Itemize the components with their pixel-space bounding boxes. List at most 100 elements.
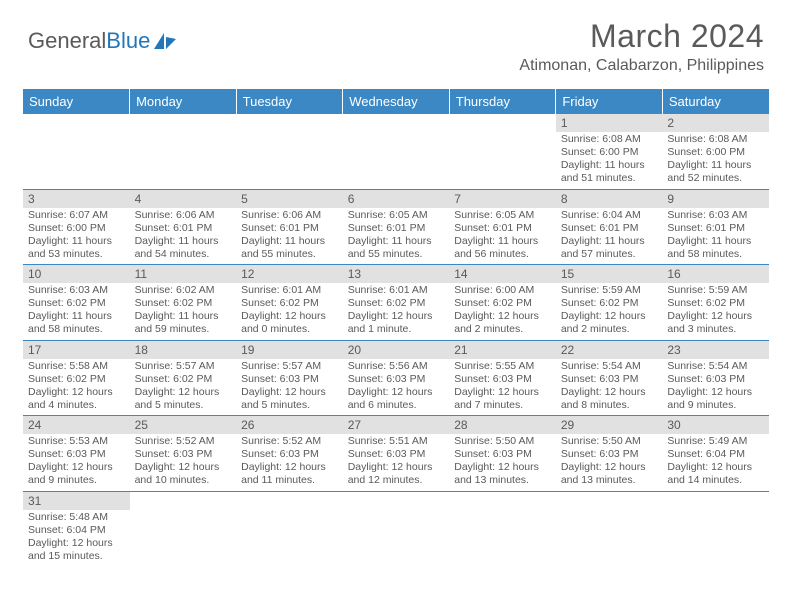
calendar-day-cell: 29Sunrise: 5:50 AMSunset: 6:03 PMDayligh…: [556, 416, 663, 492]
day-number: 13: [343, 265, 450, 283]
day-info: Sunrise: 5:58 AMSunset: 6:02 PMDaylight:…: [23, 359, 130, 416]
calendar-week-row: 17Sunrise: 5:58 AMSunset: 6:02 PMDayligh…: [23, 340, 769, 416]
day-info: Sunrise: 6:03 AMSunset: 6:02 PMDaylight:…: [23, 283, 130, 340]
day-info: Sunrise: 5:55 AMSunset: 6:03 PMDaylight:…: [449, 359, 556, 416]
day-info: Sunrise: 5:50 AMSunset: 6:03 PMDaylight:…: [449, 434, 556, 491]
calendar-day-cell: 28Sunrise: 5:50 AMSunset: 6:03 PMDayligh…: [449, 416, 556, 492]
day-number: 10: [23, 265, 130, 283]
calendar-week-row: 1Sunrise: 6:08 AMSunset: 6:00 PMDaylight…: [23, 114, 769, 189]
day-info: Sunrise: 6:07 AMSunset: 6:00 PMDaylight:…: [23, 208, 130, 265]
calendar-day-cell: 6Sunrise: 6:05 AMSunset: 6:01 PMDaylight…: [343, 189, 450, 265]
header: GeneralBlue March 2024 Atimonan, Calabar…: [0, 0, 792, 79]
day-info: Sunrise: 6:01 AMSunset: 6:02 PMDaylight:…: [236, 283, 343, 340]
calendar-day-cell: 21Sunrise: 5:55 AMSunset: 6:03 PMDayligh…: [449, 340, 556, 416]
calendar-day-cell: 30Sunrise: 5:49 AMSunset: 6:04 PMDayligh…: [662, 416, 769, 492]
calendar-empty-cell: [130, 491, 237, 566]
day-number: 28: [449, 416, 556, 434]
day-info: Sunrise: 6:08 AMSunset: 6:00 PMDaylight:…: [556, 132, 663, 189]
calendar-empty-cell: [343, 491, 450, 566]
day-number: 2: [662, 114, 769, 132]
calendar-week-row: 31Sunrise: 5:48 AMSunset: 6:04 PMDayligh…: [23, 491, 769, 566]
calendar-empty-cell: [449, 491, 556, 566]
calendar-empty-cell: [556, 491, 663, 566]
day-info: Sunrise: 5:52 AMSunset: 6:03 PMDaylight:…: [130, 434, 237, 491]
month-title: March 2024: [519, 18, 764, 55]
calendar-week-row: 10Sunrise: 6:03 AMSunset: 6:02 PMDayligh…: [23, 265, 769, 341]
calendar-day-cell: 9Sunrise: 6:03 AMSunset: 6:01 PMDaylight…: [662, 189, 769, 265]
calendar-day-cell: 8Sunrise: 6:04 AMSunset: 6:01 PMDaylight…: [556, 189, 663, 265]
day-number: 17: [23, 341, 130, 359]
day-number: 8: [556, 190, 663, 208]
calendar-day-cell: 11Sunrise: 6:02 AMSunset: 6:02 PMDayligh…: [130, 265, 237, 341]
calendar-table: SundayMondayTuesdayWednesdayThursdayFrid…: [23, 89, 769, 566]
day-number: 3: [23, 190, 130, 208]
day-number: 20: [343, 341, 450, 359]
day-info: Sunrise: 6:02 AMSunset: 6:02 PMDaylight:…: [130, 283, 237, 340]
weekday-header: Thursday: [449, 89, 556, 114]
calendar-day-cell: 24Sunrise: 5:53 AMSunset: 6:03 PMDayligh…: [23, 416, 130, 492]
day-info: Sunrise: 5:56 AMSunset: 6:03 PMDaylight:…: [343, 359, 450, 416]
day-number: 9: [662, 190, 769, 208]
day-number: 1: [556, 114, 663, 132]
day-number: 31: [23, 492, 130, 510]
day-info: Sunrise: 5:54 AMSunset: 6:03 PMDaylight:…: [662, 359, 769, 416]
day-number: 11: [130, 265, 237, 283]
day-number: 30: [662, 416, 769, 434]
calendar-day-cell: 20Sunrise: 5:56 AMSunset: 6:03 PMDayligh…: [343, 340, 450, 416]
location: Atimonan, Calabarzon, Philippines: [519, 57, 764, 75]
day-info: Sunrise: 5:57 AMSunset: 6:02 PMDaylight:…: [130, 359, 237, 416]
calendar-day-cell: 4Sunrise: 6:06 AMSunset: 6:01 PMDaylight…: [130, 189, 237, 265]
calendar-day-cell: 1Sunrise: 6:08 AMSunset: 6:00 PMDaylight…: [556, 114, 663, 189]
weekday-header-row: SundayMondayTuesdayWednesdayThursdayFrid…: [23, 89, 769, 114]
day-number: 29: [556, 416, 663, 434]
day-number: 26: [236, 416, 343, 434]
day-info: Sunrise: 5:50 AMSunset: 6:03 PMDaylight:…: [556, 434, 663, 491]
calendar-empty-cell: [449, 114, 556, 189]
day-info: Sunrise: 5:49 AMSunset: 6:04 PMDaylight:…: [662, 434, 769, 491]
day-info: Sunrise: 5:57 AMSunset: 6:03 PMDaylight:…: [236, 359, 343, 416]
logo-text-blue: Blue: [106, 28, 150, 54]
day-number: 5: [236, 190, 343, 208]
calendar-empty-cell: [23, 114, 130, 189]
day-info: Sunrise: 6:04 AMSunset: 6:01 PMDaylight:…: [556, 208, 663, 265]
calendar-day-cell: 12Sunrise: 6:01 AMSunset: 6:02 PMDayligh…: [236, 265, 343, 341]
day-number: 14: [449, 265, 556, 283]
day-info: Sunrise: 5:52 AMSunset: 6:03 PMDaylight:…: [236, 434, 343, 491]
calendar-day-cell: 25Sunrise: 5:52 AMSunset: 6:03 PMDayligh…: [130, 416, 237, 492]
calendar-day-cell: 19Sunrise: 5:57 AMSunset: 6:03 PMDayligh…: [236, 340, 343, 416]
day-number: 12: [236, 265, 343, 283]
calendar-empty-cell: [343, 114, 450, 189]
day-info: Sunrise: 5:54 AMSunset: 6:03 PMDaylight:…: [556, 359, 663, 416]
calendar-week-row: 3Sunrise: 6:07 AMSunset: 6:00 PMDaylight…: [23, 189, 769, 265]
day-info: Sunrise: 6:08 AMSunset: 6:00 PMDaylight:…: [662, 132, 769, 189]
weekday-header: Saturday: [662, 89, 769, 114]
day-number: 19: [236, 341, 343, 359]
day-number: 4: [130, 190, 237, 208]
weekday-header: Wednesday: [343, 89, 450, 114]
calendar-day-cell: 10Sunrise: 6:03 AMSunset: 6:02 PMDayligh…: [23, 265, 130, 341]
day-info: Sunrise: 6:05 AMSunset: 6:01 PMDaylight:…: [343, 208, 450, 265]
day-info: Sunrise: 6:00 AMSunset: 6:02 PMDaylight:…: [449, 283, 556, 340]
day-number: 15: [556, 265, 663, 283]
day-info: Sunrise: 5:59 AMSunset: 6:02 PMDaylight:…: [662, 283, 769, 340]
title-block: March 2024 Atimonan, Calabarzon, Philipp…: [519, 18, 764, 75]
day-info: Sunrise: 6:06 AMSunset: 6:01 PMDaylight:…: [130, 208, 237, 265]
day-info: Sunrise: 5:48 AMSunset: 6:04 PMDaylight:…: [23, 510, 130, 567]
calendar-day-cell: 2Sunrise: 6:08 AMSunset: 6:00 PMDaylight…: [662, 114, 769, 189]
day-number: 18: [130, 341, 237, 359]
sail-icon: [152, 31, 178, 51]
day-info: Sunrise: 5:51 AMSunset: 6:03 PMDaylight:…: [343, 434, 450, 491]
calendar-day-cell: 26Sunrise: 5:52 AMSunset: 6:03 PMDayligh…: [236, 416, 343, 492]
calendar-empty-cell: [130, 114, 237, 189]
calendar-empty-cell: [662, 491, 769, 566]
weekday-header: Monday: [130, 89, 237, 114]
day-number: 25: [130, 416, 237, 434]
logo-text-general: General: [28, 28, 106, 54]
weekday-header: Tuesday: [236, 89, 343, 114]
calendar-day-cell: 27Sunrise: 5:51 AMSunset: 6:03 PMDayligh…: [343, 416, 450, 492]
calendar-day-cell: 18Sunrise: 5:57 AMSunset: 6:02 PMDayligh…: [130, 340, 237, 416]
day-info: Sunrise: 5:53 AMSunset: 6:03 PMDaylight:…: [23, 434, 130, 491]
day-number: 16: [662, 265, 769, 283]
calendar-empty-cell: [236, 491, 343, 566]
day-number: 23: [662, 341, 769, 359]
